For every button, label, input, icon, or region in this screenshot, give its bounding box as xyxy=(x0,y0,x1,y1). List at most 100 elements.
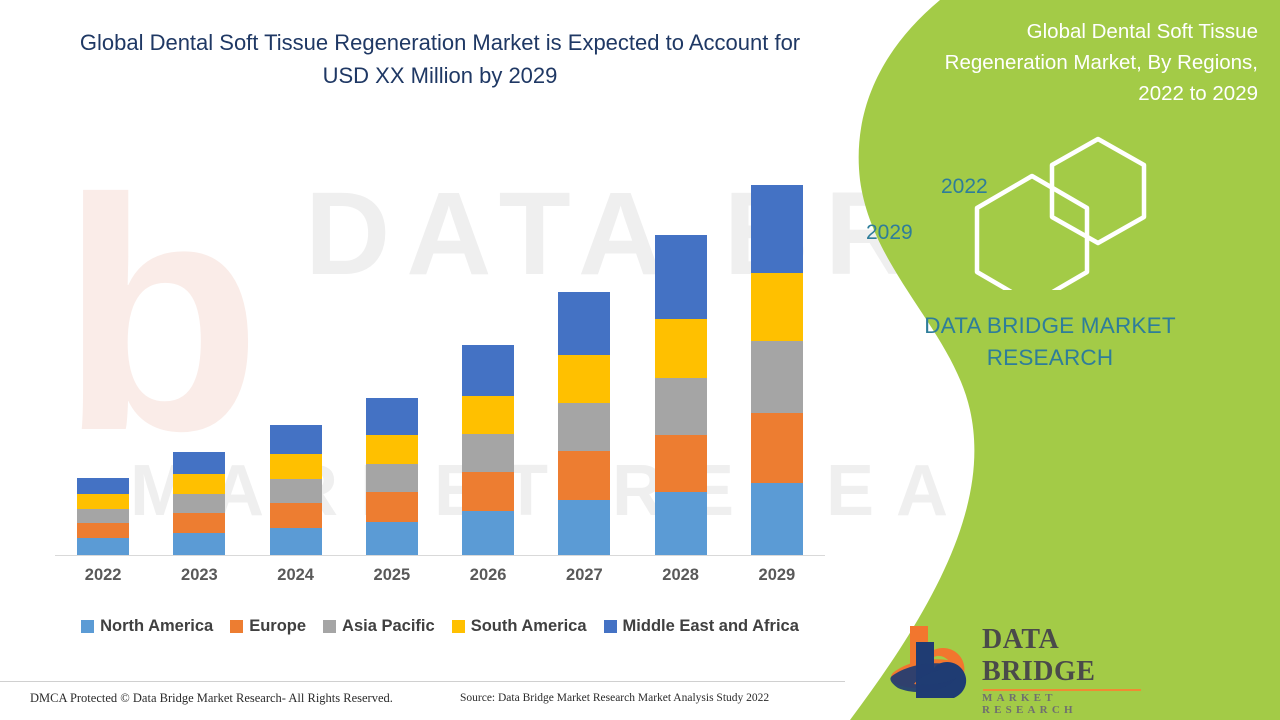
bar-stack xyxy=(173,452,226,555)
bar-segment xyxy=(365,492,418,522)
x-axis-label-2026: 2026 xyxy=(469,566,507,584)
legend-swatch-icon xyxy=(230,620,244,633)
brand-line-1: DATA BRIDGE MARKET xyxy=(924,313,1176,338)
hexagon-2029-shape xyxy=(974,173,1090,307)
bar-segment xyxy=(173,513,226,533)
panel-brand-name: DATA BRIDGE MARKET RESEARCH xyxy=(820,310,1280,374)
bar-segment xyxy=(654,435,707,492)
green-panel-content: Global Dental Soft Tissue Regeneration M… xyxy=(820,0,1280,720)
stacked-bar-plot xyxy=(55,175,825,555)
bar-column-2024 xyxy=(248,175,344,555)
x-axis-label-2029: 2029 xyxy=(758,566,796,584)
logo-main-text: DATA BRIDGE xyxy=(982,624,1096,687)
legend-item-north-america[interactable]: North America xyxy=(81,617,213,636)
bar-segment xyxy=(365,435,418,464)
legend-label: South America xyxy=(470,617,587,635)
bar-segment xyxy=(462,511,515,555)
bar-segment xyxy=(269,479,322,503)
bar-column-2025 xyxy=(344,175,440,555)
legend-item-europe[interactable]: Europe xyxy=(230,617,306,636)
x-axis-label-2025: 2025 xyxy=(373,566,411,584)
bar-segment xyxy=(173,474,226,494)
bar-segment xyxy=(558,500,611,555)
bar-segment xyxy=(654,492,707,555)
legend-item-south-america[interactable]: South America xyxy=(451,617,587,636)
bar-segment xyxy=(462,396,515,434)
x-axis-line xyxy=(55,555,825,556)
bar-segment xyxy=(654,319,707,378)
bar-segment xyxy=(365,522,418,555)
bar-column-2029 xyxy=(729,175,825,555)
panel-title: Global Dental Soft Tissue Regeneration M… xyxy=(944,20,1258,105)
x-axis-label-2024: 2024 xyxy=(277,566,314,584)
bar-segment xyxy=(269,425,322,454)
data-bridge-logo: DATA BRIDGE MARKET RESEARCH xyxy=(890,620,1141,716)
legend-swatch-icon xyxy=(451,620,465,633)
bar-column-2022 xyxy=(55,175,151,555)
bar-segment xyxy=(558,355,611,403)
legend-label: Asia Pacific xyxy=(342,617,435,635)
bar-segment xyxy=(77,494,130,509)
chart-title: Global Dental Soft Tissue Regeneration M… xyxy=(79,30,801,88)
bar-stack xyxy=(654,235,707,555)
bar-stack xyxy=(365,398,418,555)
bar-segment xyxy=(462,472,515,511)
hexagon-label-2029: 2029 xyxy=(866,221,913,244)
bar-segment xyxy=(750,273,803,341)
legend-label: Middle East and Africa xyxy=(622,617,799,635)
bar-segment xyxy=(269,528,322,555)
logo-sub-text: MARKET RESEARCH xyxy=(982,691,1077,716)
bar-segment xyxy=(365,464,418,492)
bar-segment xyxy=(462,434,515,472)
bar-column-2023 xyxy=(151,175,247,555)
bar-segment xyxy=(558,403,611,451)
logo-mark-icon xyxy=(890,626,967,698)
legend-swatch-icon xyxy=(323,620,337,633)
bar-segment xyxy=(269,503,322,528)
hexagon-label-2022: 2022 xyxy=(941,175,988,198)
bar-stack xyxy=(750,185,803,555)
bar-segment xyxy=(750,185,803,273)
x-axis-label-2027: 2027 xyxy=(566,566,603,584)
bar-stack xyxy=(269,425,322,555)
bar-column-2028 xyxy=(633,175,729,555)
bar-column-2027 xyxy=(536,175,632,555)
bar-stack xyxy=(462,345,515,555)
bar-segment xyxy=(173,452,226,474)
x-axis-label-2022: 2022 xyxy=(84,566,122,584)
legend-item-middle-east-and-africa[interactable]: Middle East and Africa xyxy=(603,617,799,636)
footer-copyright: DMCA Protected © Data Bridge Market Rese… xyxy=(30,691,393,705)
legend-swatch-icon xyxy=(603,620,617,633)
bar-segment xyxy=(750,483,803,555)
bar-segment xyxy=(77,523,130,538)
logo-divider xyxy=(983,689,1141,691)
bar-segment xyxy=(750,341,803,413)
bar-segment xyxy=(558,292,611,355)
bar-segment xyxy=(654,235,707,319)
chart-legend: North America Europe Asia Pacific South Ame… xyxy=(55,617,825,636)
footer-source: Source: Data Bridge Market Research Mark… xyxy=(460,692,770,704)
bar-segment xyxy=(173,494,226,513)
bar-stack xyxy=(77,478,130,555)
bar-segment xyxy=(173,533,226,555)
legend-swatch-icon xyxy=(81,620,95,633)
bar-segment xyxy=(750,413,803,483)
bar-segment xyxy=(365,398,418,435)
x-axis-label-2023: 2023 xyxy=(181,566,218,584)
hexagon-2022-shape xyxy=(1049,136,1147,246)
bar-stack xyxy=(558,292,611,555)
brand-line-2: RESEARCH xyxy=(986,345,1114,370)
bar-segment xyxy=(77,478,130,494)
footer-bar: DMCA Protected © Data Bridge Market Rese… xyxy=(0,681,845,720)
legend-item-asia-pacific[interactable]: Asia Pacific xyxy=(323,617,435,636)
bar-segment xyxy=(77,538,130,555)
logo-wordmark: DATA BRIDGE MARKET RESEARCH xyxy=(982,624,1141,716)
bar-segment xyxy=(558,451,611,500)
x-axis-label-2028: 2028 xyxy=(662,566,699,584)
legend-label: Europe xyxy=(249,617,307,635)
green-side-panel xyxy=(820,0,1280,720)
hexagon-group xyxy=(970,135,1180,307)
legend-label: North America xyxy=(100,617,214,635)
bar-segment xyxy=(654,378,707,435)
